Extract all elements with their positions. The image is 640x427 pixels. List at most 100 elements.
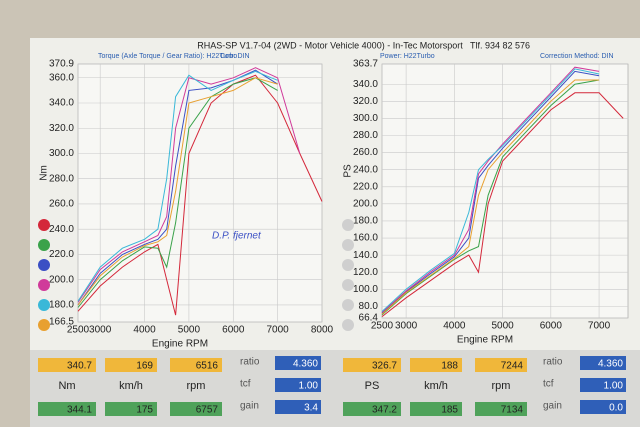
- y-tick-label: 320.0: [49, 123, 74, 134]
- series-dot: [342, 279, 354, 291]
- setting-value: 0.0: [609, 403, 623, 414]
- series-dot: [38, 299, 50, 311]
- x-tick-label: 4000: [443, 321, 466, 332]
- value: 347.2: [372, 405, 397, 416]
- value: 188: [441, 361, 458, 372]
- series-dot: [38, 239, 50, 251]
- setting-key: gain: [240, 401, 259, 412]
- series-line: [381, 79, 600, 316]
- subtitle: Torque (Axle Torque / Gear Ratio): H22Tu…: [98, 53, 237, 60]
- series-line: [77, 70, 278, 302]
- value-box: [410, 358, 462, 372]
- y-tick-label: 320.0: [353, 96, 378, 107]
- series-line: [77, 67, 301, 303]
- y-tick-label: 300.0: [49, 148, 74, 159]
- x-axis-label: Engine RPM: [457, 335, 513, 346]
- series-dot: [38, 219, 50, 231]
- x-tick-label: 2500: [67, 325, 90, 336]
- x-tick-label: 8000: [311, 325, 334, 336]
- setting-value: 4.360: [598, 359, 623, 370]
- unit: rpm: [492, 380, 511, 392]
- x-tick-label: 3000: [395, 321, 418, 332]
- phone: Tlf. 934 82 576: [470, 40, 530, 50]
- series-line: [381, 70, 600, 314]
- value-box: [170, 402, 222, 416]
- x-axis-label: Engine RPM: [152, 339, 208, 350]
- setting-box: [275, 378, 321, 392]
- y-tick-label: 240.0: [49, 224, 74, 235]
- series-line: [381, 66, 600, 313]
- series-dot: [38, 279, 50, 291]
- y-tick-label: 360.0: [49, 72, 74, 83]
- setting-value: 3.4: [304, 403, 318, 414]
- y-tick-label: 340.0: [353, 79, 378, 90]
- value: 326.7: [372, 361, 397, 372]
- unit: km/h: [424, 380, 448, 392]
- y-tick-label: 180.0: [49, 300, 74, 311]
- value-box: [170, 358, 222, 372]
- series-line: [77, 77, 278, 308]
- value-box: [343, 402, 401, 416]
- series-line: [77, 74, 323, 316]
- value: 6516: [196, 361, 219, 372]
- y-tick-label: 100.0: [353, 284, 378, 295]
- value-box: [38, 402, 96, 416]
- unit: km/h: [119, 380, 143, 392]
- series-dot: [342, 239, 354, 251]
- x-tick-label: 6000: [540, 321, 563, 332]
- series-line: [381, 79, 600, 315]
- series-dot: [38, 259, 50, 271]
- series-dot: [342, 319, 354, 331]
- y-tick-label: 200.0: [353, 198, 378, 209]
- setting-box: [275, 400, 321, 414]
- subtitle: Power: H22Turbo: [380, 53, 435, 60]
- value: 169: [136, 361, 153, 372]
- value-box: [475, 358, 527, 372]
- value: 340.7: [67, 361, 92, 372]
- y-tick-label: 140.0: [353, 250, 378, 261]
- y-tick-label: 80.0: [359, 301, 379, 312]
- subtitle: Correction Method: DIN: [540, 53, 614, 60]
- y-tick-label: 280.0: [49, 173, 74, 184]
- x-tick-label: 6000: [222, 325, 245, 336]
- value-box: [105, 358, 157, 372]
- value: 344.1: [67, 405, 92, 416]
- x-tick-label: 7000: [267, 325, 290, 336]
- setting-value: 1.00: [604, 381, 624, 392]
- x-tick-label: 4000: [133, 325, 156, 336]
- x-tick-label: 2500: [371, 321, 394, 332]
- title: RHAS-SP V1.7-04 (2WD - Motor Vehicle 400…: [197, 40, 463, 50]
- value-box: [410, 402, 462, 416]
- value: 175: [136, 405, 153, 416]
- value: 6757: [196, 405, 219, 416]
- series-line: [77, 77, 278, 306]
- setting-box: [275, 356, 321, 370]
- series-dot: [342, 219, 354, 231]
- series-dot: [342, 259, 354, 271]
- value-box: [475, 402, 527, 416]
- setting-key: tcf: [240, 379, 251, 390]
- x-tick-label: 5000: [178, 325, 201, 336]
- y-tick-label: 160.0: [353, 233, 378, 244]
- setting-key: gain: [543, 401, 562, 412]
- setting-box: [580, 356, 626, 370]
- y-tick-label: 220.0: [353, 181, 378, 192]
- value: 7134: [501, 405, 524, 416]
- y-tick-label: 220.0: [49, 249, 74, 260]
- setting-box: [580, 378, 626, 392]
- y-tick-label: 200.0: [49, 274, 74, 285]
- y-tick-label: 240.0: [353, 164, 378, 175]
- x-tick-label: 5000: [491, 321, 514, 332]
- series-line: [381, 68, 600, 312]
- y-tick-label: 260.0: [49, 199, 74, 210]
- series-line: [381, 92, 624, 317]
- unit: PS: [365, 380, 380, 392]
- subtitle: Corr: DIN: [220, 53, 250, 60]
- y-tick-label: 363.7: [353, 59, 378, 70]
- value-box: [343, 358, 401, 372]
- setting-key: tcf: [543, 379, 554, 390]
- setting-value: 4.360: [293, 359, 318, 370]
- y-tick-label: 180.0: [353, 216, 378, 227]
- y-tick-label: 66.4: [359, 313, 379, 324]
- x-tick-label: 3000: [89, 325, 112, 336]
